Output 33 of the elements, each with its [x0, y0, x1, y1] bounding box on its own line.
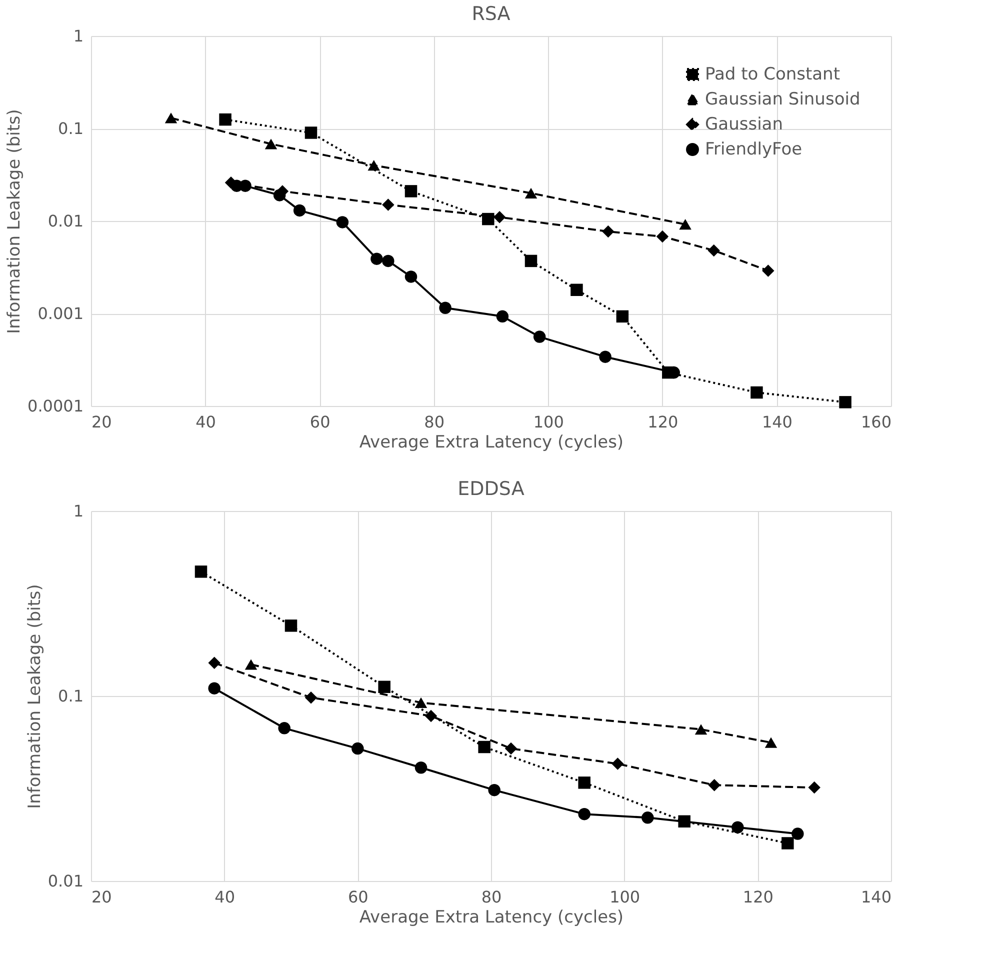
chart-title: RSA: [472, 3, 510, 25]
x-axis-title: Average Extra Latency (cycles): [359, 908, 624, 928]
x-tick-label: 140: [762, 412, 792, 432]
legend-label: Pad to Constant: [705, 64, 840, 84]
x-tick-label: 140: [860, 888, 892, 906]
y-tick-label: 0.001: [38, 304, 84, 323]
y-tick-label: 0.1: [58, 119, 84, 138]
y-tick-label: 0.01: [48, 872, 84, 890]
x-tick-label: 20: [92, 412, 112, 432]
y-tick-label: 1: [73, 26, 84, 46]
legend-label: Gaussian Sinusoid: [705, 90, 860, 110]
legend-label: FriendlyFoe: [705, 140, 802, 160]
y-tick-label: 1: [73, 502, 84, 520]
x-tick-label: 60: [310, 412, 330, 432]
y-tick-label: 0.0001: [28, 396, 84, 416]
x-tick-label: 80: [481, 888, 502, 906]
x-axis-title: Average Extra Latency (cycles): [359, 432, 624, 452]
x-tick-label: 120: [648, 412, 678, 432]
chart-title: EDDSA: [458, 478, 524, 500]
x-tick-label: 40: [196, 412, 216, 432]
x-tick-label: 20: [92, 888, 112, 906]
x-tick-label: 40: [214, 888, 236, 906]
y-tick-label: 0.01: [48, 212, 84, 230]
y-axis-title: Information Leakage (bits): [4, 109, 25, 334]
x-tick-label: 60: [348, 888, 368, 906]
x-tick-label: 100: [610, 888, 640, 906]
x-tick-label: 80: [424, 412, 445, 432]
x-tick-label: 100: [533, 412, 564, 432]
y-tick-label: 0.1: [58, 686, 84, 706]
legend-label: Gaussian: [705, 114, 783, 134]
x-tick-label: 160: [860, 412, 892, 432]
x-tick-label: 120: [742, 888, 774, 906]
y-axis-title: Information Leakage (bits): [24, 584, 45, 809]
